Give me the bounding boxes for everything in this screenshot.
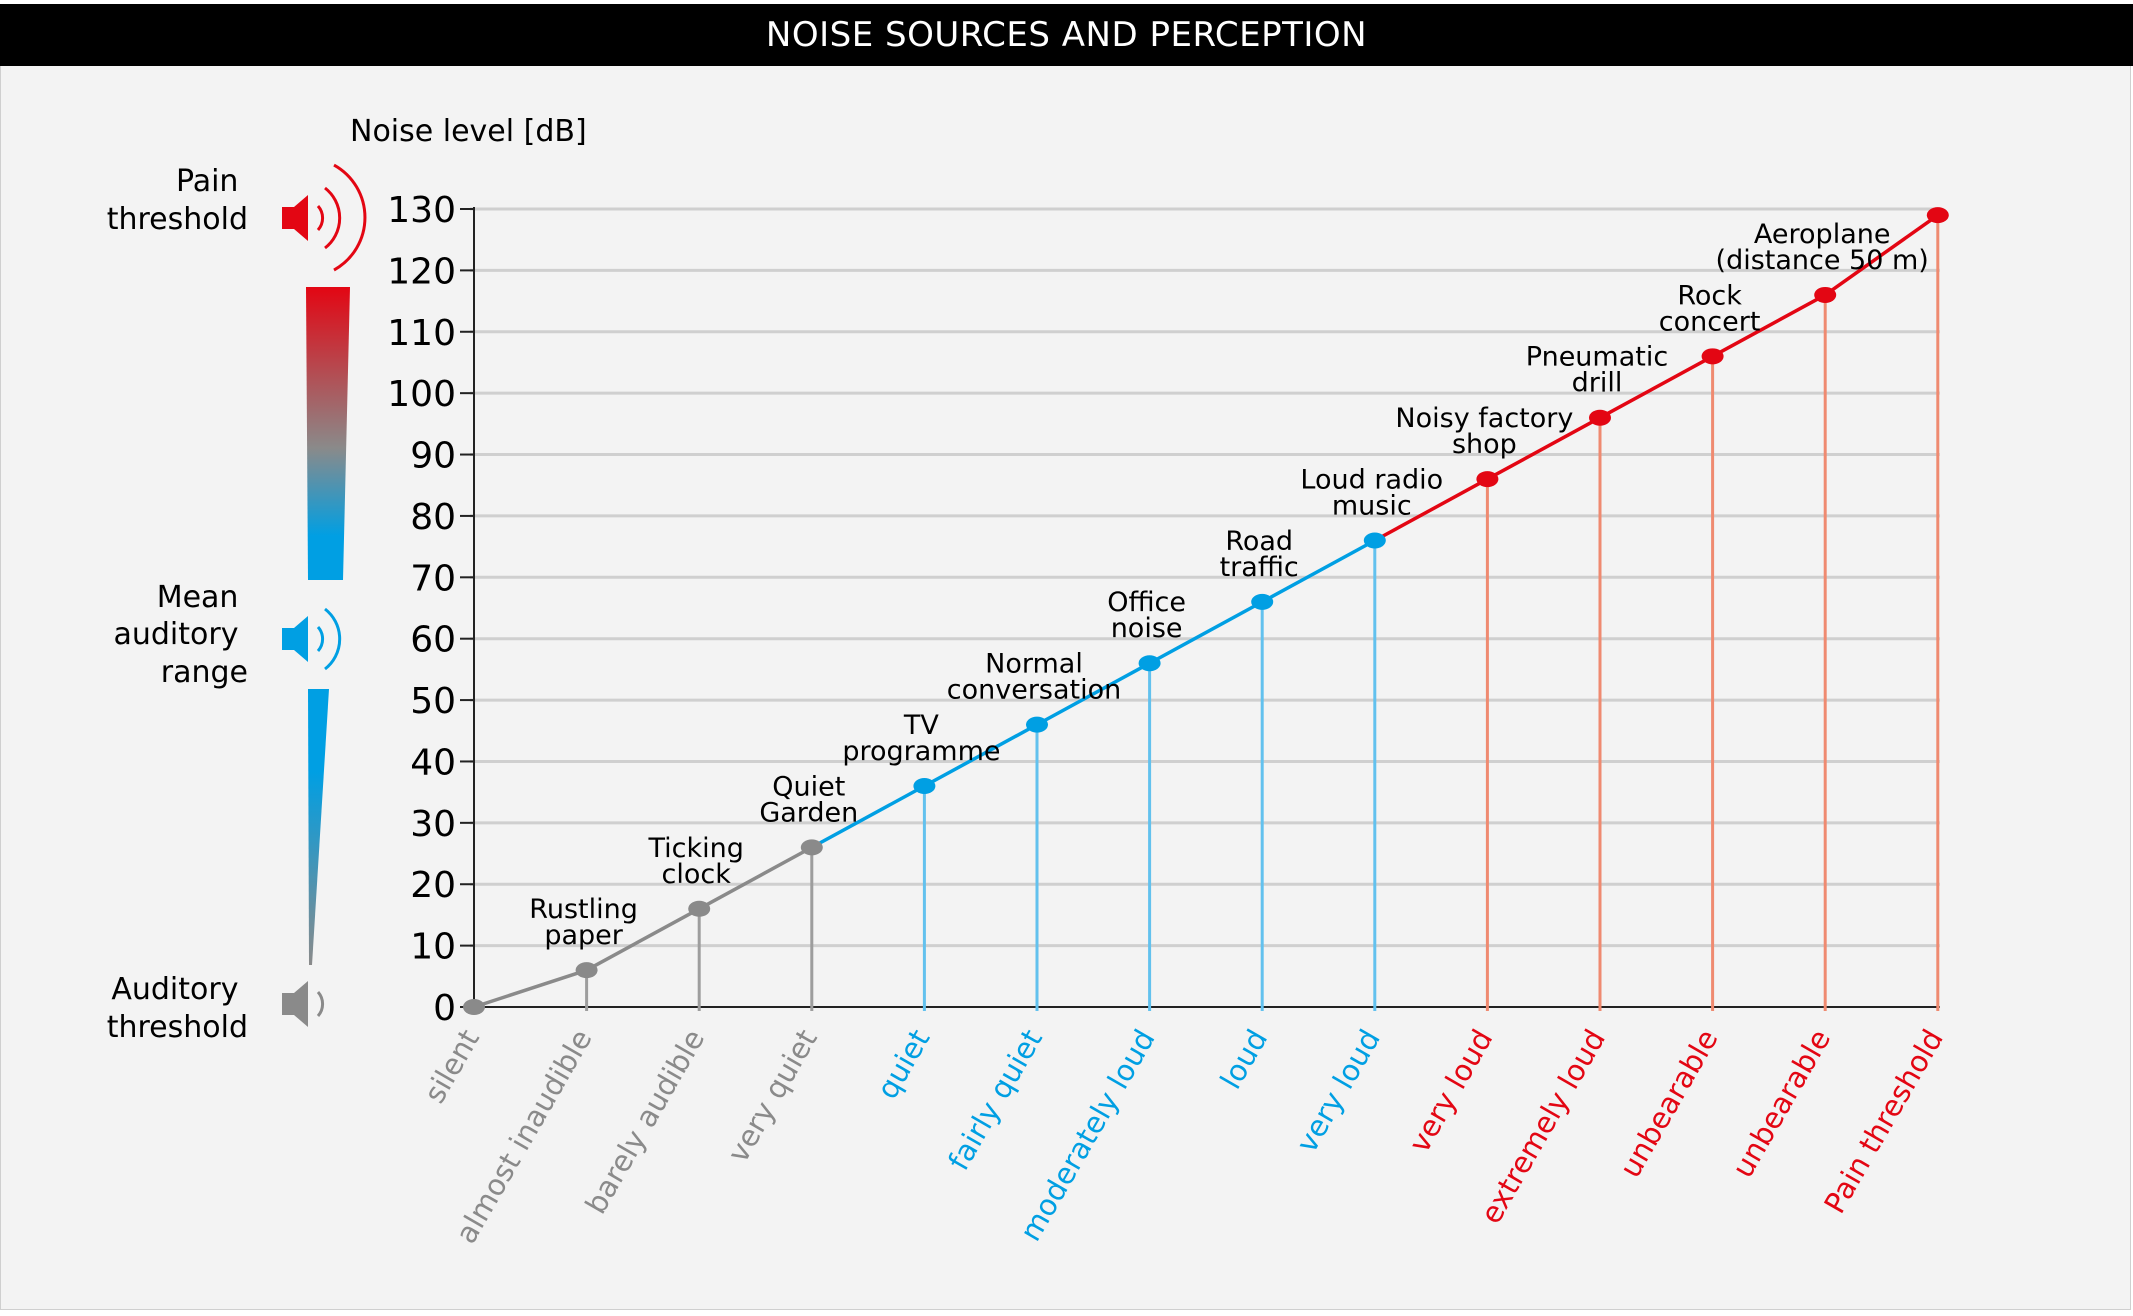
data-point <box>575 962 598 979</box>
source-label: Noisy factory shop <box>1395 403 1573 460</box>
source-label: TV programme <box>842 710 1000 767</box>
data-point <box>1589 409 1611 426</box>
perception-label: Pain threshold <box>1817 1024 1950 1220</box>
series-line-segment <box>1711 293 1827 358</box>
y-tick-label: 80 <box>410 497 456 538</box>
data-point <box>913 778 936 795</box>
data-point <box>1814 286 1837 303</box>
source-label: Road traffic <box>1220 526 1299 583</box>
y-tick-label: 130 <box>387 190 456 231</box>
speaker-medium-icon <box>282 607 342 671</box>
data-point <box>1251 593 1274 610</box>
perception-label: very loud <box>1402 1024 1499 1159</box>
data-point <box>800 839 823 856</box>
series-line-segment <box>1373 477 1489 543</box>
plot-area: 0 10 20 30 40 50 60 70 80 90 100 110 120 130 Rustling p… <box>387 190 1950 1249</box>
perception-label: unbearable <box>1725 1024 1837 1184</box>
y-tick-label: 40 <box>410 742 456 783</box>
scale-label-mean: Mean auditory range <box>113 580 248 690</box>
perception-label: quiet <box>870 1024 936 1105</box>
y-tick-label: 0 <box>433 988 456 1029</box>
chart-title: NOISE SOURCES AND PERCEPTION <box>765 15 1368 55</box>
data-point <box>1026 716 1048 733</box>
perception-label: loud <box>1214 1024 1275 1095</box>
source-label: Rock concert <box>1659 280 1761 337</box>
data-point <box>1926 207 1949 224</box>
perception-label: unbearable <box>1613 1024 1725 1184</box>
series-line-segment <box>1261 538 1376 604</box>
source-label: Rustling paper <box>529 894 638 951</box>
chart-background <box>0 4 2131 1310</box>
y-tick-label: 110 <box>387 313 456 354</box>
series-line-segment <box>1599 354 1714 420</box>
speaker-loud-icon <box>282 163 367 272</box>
data-point <box>1701 348 1724 365</box>
y-axis-label: Noise level [dB] <box>350 114 587 149</box>
series-line-segment <box>923 723 1038 788</box>
y-tick-label: 70 <box>410 558 456 599</box>
data-point <box>463 999 485 1015</box>
series-line-segment <box>1486 416 1601 481</box>
upper-range-bar <box>306 287 350 580</box>
scale-label-auditory: Auditory threshold <box>107 972 248 1045</box>
scale-label-pain: Pain threshold <box>107 164 248 237</box>
series-line-segment <box>1824 213 1939 297</box>
source-label: Ticking clock <box>647 833 743 890</box>
source-label: Aeroplane (distance 50 m) <box>1716 219 1929 276</box>
perception-label: very quiet <box>721 1024 824 1169</box>
source-label: Quiet Garden <box>759 771 858 828</box>
chart-title-bar: NOISE SOURCES AND PERCEPTION <box>0 4 2133 66</box>
perception-label: very loud <box>1289 1024 1386 1159</box>
series-line-segment <box>810 784 926 849</box>
y-tick-label: 120 <box>387 251 456 292</box>
perception-label: fairly quiet <box>941 1024 1049 1177</box>
speaker-quiet-icon <box>282 981 325 1027</box>
perception-label: extremely loud <box>1474 1024 1612 1230</box>
y-tick-label: 10 <box>410 927 456 968</box>
data-point <box>1363 532 1386 549</box>
y-tick-label: 100 <box>387 374 456 415</box>
data-point <box>1476 471 1499 488</box>
y-tick-label: 60 <box>410 620 456 661</box>
y-tick-label: 20 <box>410 865 456 906</box>
y-tick-label: 50 <box>410 681 456 722</box>
source-label: Pneumatic drill <box>1526 342 1668 399</box>
data-point <box>1138 655 1161 672</box>
series-line-segment <box>1148 600 1264 665</box>
series-line-segment <box>473 968 588 1009</box>
series-line-segment <box>698 845 813 911</box>
perception-label: barely audible <box>578 1024 711 1220</box>
series-line-segment <box>1036 661 1151 727</box>
data-point <box>688 900 711 917</box>
source-label: Normal conversation <box>947 649 1122 706</box>
series-line-segment <box>585 907 701 972</box>
lower-range-bar <box>308 689 329 965</box>
y-tick-label: 30 <box>410 804 456 845</box>
perception-label: silent <box>417 1024 486 1109</box>
source-label: Office noise <box>1107 587 1186 644</box>
source-label: Loud radio music <box>1300 464 1443 521</box>
y-tick-label: 90 <box>410 436 456 477</box>
